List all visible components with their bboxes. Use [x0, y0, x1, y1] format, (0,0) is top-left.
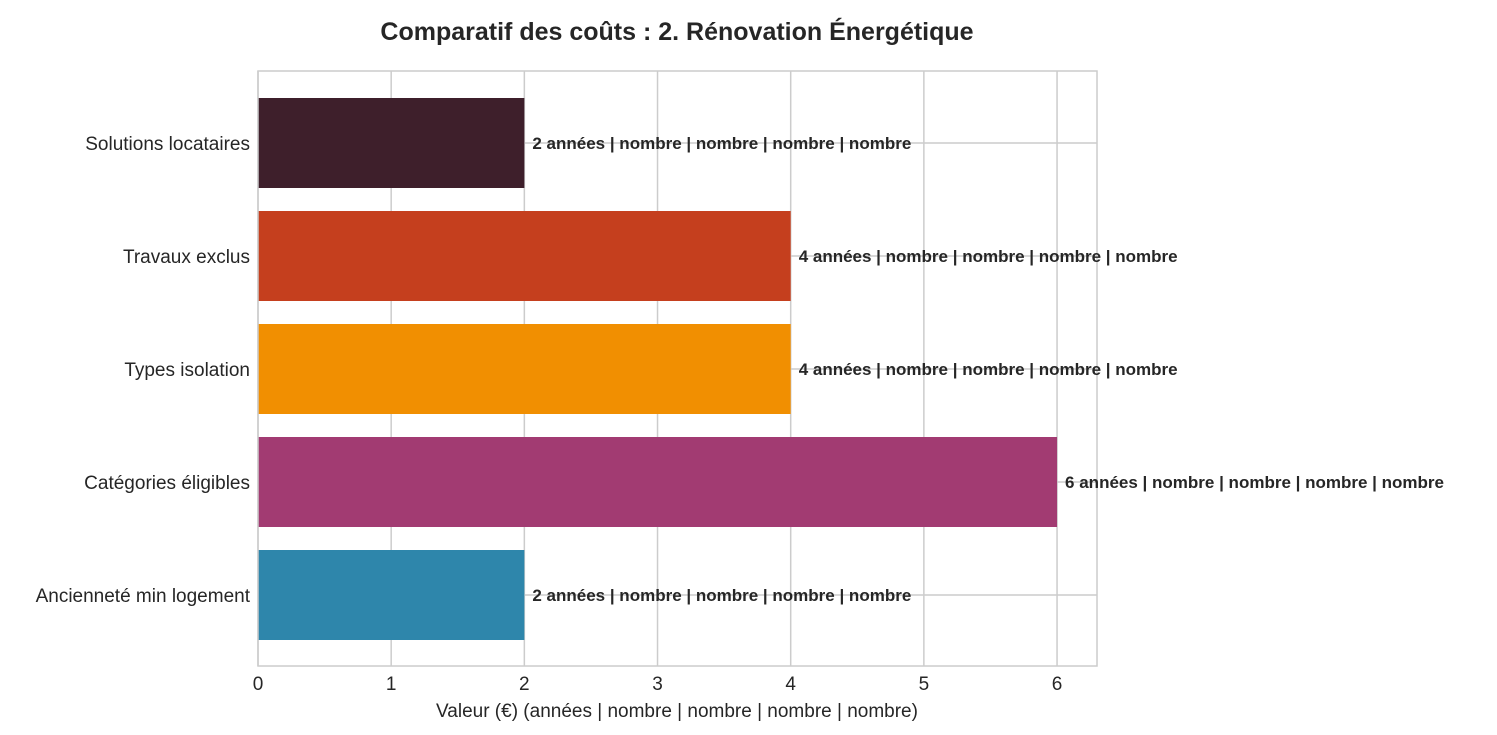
x-tick-label: 6 — [1052, 674, 1063, 695]
bar — [258, 211, 791, 301]
category-labels: Solutions locataires Travaux exclus Types … — [36, 134, 251, 607]
bar-value-label: 2 années | nombre | nombre | nombre | no… — [532, 134, 911, 153]
data-labels: 2 années | nombre | nombre | nombre | no… — [532, 134, 1444, 605]
bar-value-label: 4 années | nombre | nombre | nombre | no… — [799, 360, 1178, 379]
chart-title: Comparatif des coûts : 2. Rénovation Éne… — [380, 17, 973, 46]
bar-value-label: 4 années | nombre | nombre | nombre | no… — [799, 247, 1178, 266]
x-tick-label: 0 — [253, 674, 264, 695]
category-label: Solutions locataires — [85, 134, 250, 155]
x-tick-label: 5 — [919, 674, 930, 695]
bars — [258, 98, 1058, 640]
bar — [258, 324, 791, 414]
bar — [258, 550, 525, 640]
category-label: Types isolation — [124, 360, 250, 381]
x-tick-label: 4 — [785, 674, 796, 695]
category-label: Catégories éligibles — [84, 473, 250, 494]
plot-frame — [257, 70, 1098, 667]
category-label: Travaux exclus — [123, 247, 250, 268]
bar-value-label: 2 années | nombre | nombre | nombre | no… — [532, 586, 911, 605]
x-tick-label: 3 — [652, 674, 663, 695]
bar-value-label: 6 années | nombre | nombre | nombre | no… — [1065, 473, 1444, 492]
category-label: Ancienneté min logement — [36, 586, 251, 607]
bar — [258, 98, 525, 188]
x-axis-label: Valeur (€) (années | nombre | nombre | n… — [436, 701, 918, 722]
x-tick-label: 2 — [519, 674, 530, 695]
bar — [258, 437, 1058, 527]
x-tick-labels: 0 1 2 3 4 5 6 — [253, 674, 1063, 695]
x-tick-label: 1 — [386, 674, 397, 695]
